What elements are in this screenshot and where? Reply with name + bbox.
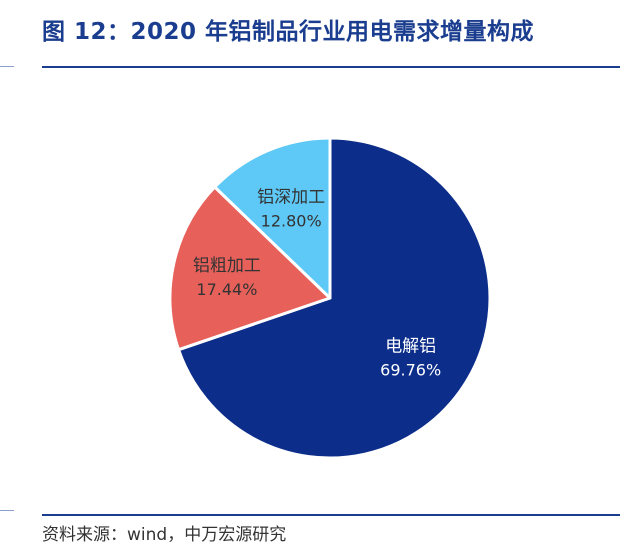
pie-slice-2: [168, 185, 332, 352]
slice-value-2: 17.44%: [196, 280, 257, 299]
chart-title: 图 12：2020 年铝制品行业用电需求增量构成: [42, 19, 535, 45]
bottom-edge-mark: [0, 510, 14, 511]
top-edge-mark: [0, 66, 14, 67]
pie-slice-1: [177, 136, 492, 460]
pie-chart: 电解铝 69.76% 铝粗加工 17.44% 铝深加工 12.80%: [168, 136, 492, 460]
slice-label-1: 电解铝: [385, 337, 436, 357]
pie-slice-3: [213, 136, 332, 300]
top-rule: [42, 66, 620, 68]
bottom-rule: [42, 514, 620, 516]
slice-value-3: 12.80%: [261, 212, 322, 231]
slice-value-1: 69.76%: [380, 361, 441, 380]
slice-label-3: 铝深加工: [257, 188, 325, 208]
slice-label-2: 铝粗加工: [193, 256, 261, 276]
source-note: 资料来源：wind，中万宏源研究: [42, 525, 287, 545]
